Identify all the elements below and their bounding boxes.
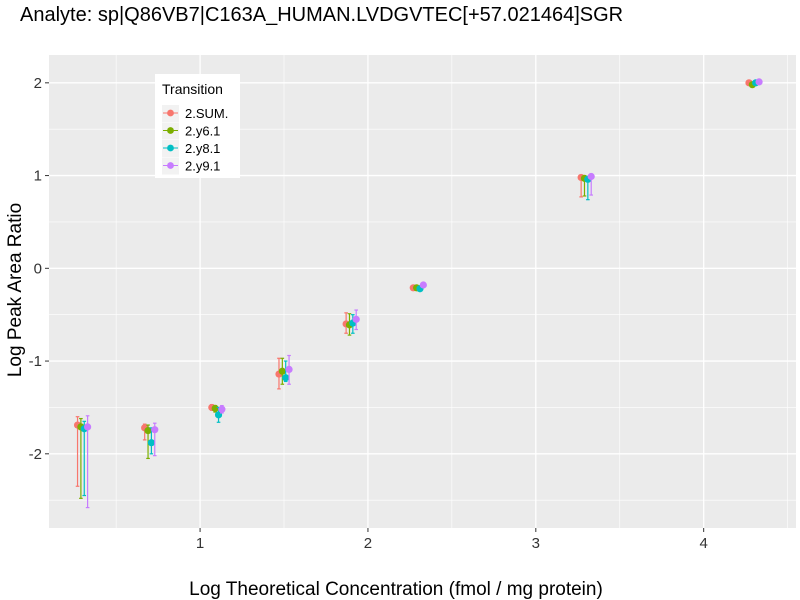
legend-label: 2.SUM. <box>185 106 228 121</box>
y-axis: -2 -1 0 1 2 <box>29 75 49 463</box>
legend-key-point <box>167 144 174 152</box>
data-point <box>285 365 293 374</box>
series-2.y9.1 <box>84 78 763 509</box>
legend-label: 2.y8.1 <box>185 141 220 156</box>
x-tick-label: 3 <box>532 535 540 552</box>
legend-item: 2.y6.1 <box>162 122 220 140</box>
legend-title: Transition <box>162 81 223 97</box>
y-tick-label: 0 <box>34 260 42 277</box>
legend: Transition 2.SUM. 2.y6.1 2.y8.1 2.y9.1 <box>155 74 240 178</box>
data-point <box>144 427 152 435</box>
y-axis-title: Log Peak Area Ratio <box>5 203 26 377</box>
x-tick-label: 4 <box>700 535 708 552</box>
data-point <box>587 172 595 181</box>
y-tick-label: -2 <box>29 446 42 463</box>
data-layer <box>73 78 763 509</box>
data-point <box>147 439 155 447</box>
chart-title: Analyte: sp|Q86VB7|C163A_HUMAN.LVDGVTEC[… <box>20 4 623 26</box>
x-tick-label: 2 <box>364 535 372 552</box>
y-tick-label: 1 <box>34 168 42 185</box>
legend-label: 2.y6.1 <box>185 124 220 139</box>
legend-label: 2.y9.1 <box>185 159 220 174</box>
data-point <box>151 426 159 434</box>
legend-key-point <box>167 162 174 169</box>
data-point <box>282 374 290 382</box>
legend-item: 2.y9.1 <box>162 157 220 175</box>
y-tick-label: -1 <box>29 353 42 370</box>
legend-item: 2.SUM. <box>162 105 228 122</box>
legend-key-point <box>167 127 174 134</box>
data-point <box>218 405 226 413</box>
legend-items: 2.SUM. 2.y6.1 2.y8.1 2.y9.1 <box>162 105 228 175</box>
minor-gridlines <box>49 55 796 528</box>
x-tick-label: 1 <box>196 535 204 552</box>
data-point <box>84 423 92 431</box>
data-point <box>211 404 219 412</box>
x-axis-title: Log Theoretical Concentration (fmol / mg… <box>189 579 603 600</box>
data-point <box>755 78 763 86</box>
y-tick-label: 2 <box>34 75 42 92</box>
legend-item: 2.y8.1 <box>162 140 220 157</box>
legend-key-point <box>167 109 174 117</box>
data-point <box>352 315 360 323</box>
data-point <box>419 281 427 289</box>
x-axis: 1 2 3 4 <box>196 528 708 552</box>
data-point <box>278 367 286 375</box>
